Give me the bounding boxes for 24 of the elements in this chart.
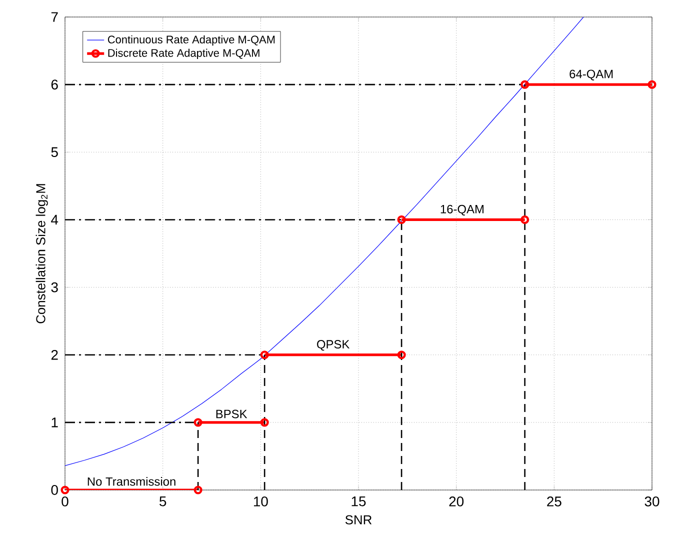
y-tick-label: 0: [51, 485, 58, 495]
x-tick-label: 0: [62, 496, 68, 506]
y-tick-label: 4: [51, 214, 58, 225]
y-tick-label: 2: [51, 350, 58, 360]
y-tick-label: 3: [51, 282, 58, 292]
x-tick-label: 5: [160, 496, 166, 506]
x-tick-label: 30: [644, 496, 660, 506]
annotation: 16-QAM: [440, 204, 484, 216]
x-tick-label: 15: [352, 496, 366, 506]
y-tick-label: 7: [51, 12, 58, 22]
annotation: 64-QAM: [570, 70, 613, 80]
annotation: No Transmission: [88, 477, 176, 486]
y-tick-label: 5: [51, 147, 58, 158]
y-tick-label: 1: [52, 418, 58, 428]
y-tick-label: 6: [51, 80, 58, 90]
x-tick-label: 10: [254, 496, 268, 506]
x-axis-title: SNR: [345, 515, 372, 524]
x-tick-label: 20: [449, 496, 464, 506]
legend-label: Continuous Rate Adaptive M-QAM: [108, 35, 275, 46]
x-tick-label: 25: [547, 496, 562, 506]
annotation: BPSK: [216, 410, 248, 418]
annotation: QPSK: [317, 340, 350, 351]
y-axis-title: Constellation Size log$_{2}$M: [36, 184, 48, 324]
legend-label: Discrete Rate Adaptive M-QAM: [108, 48, 260, 60]
